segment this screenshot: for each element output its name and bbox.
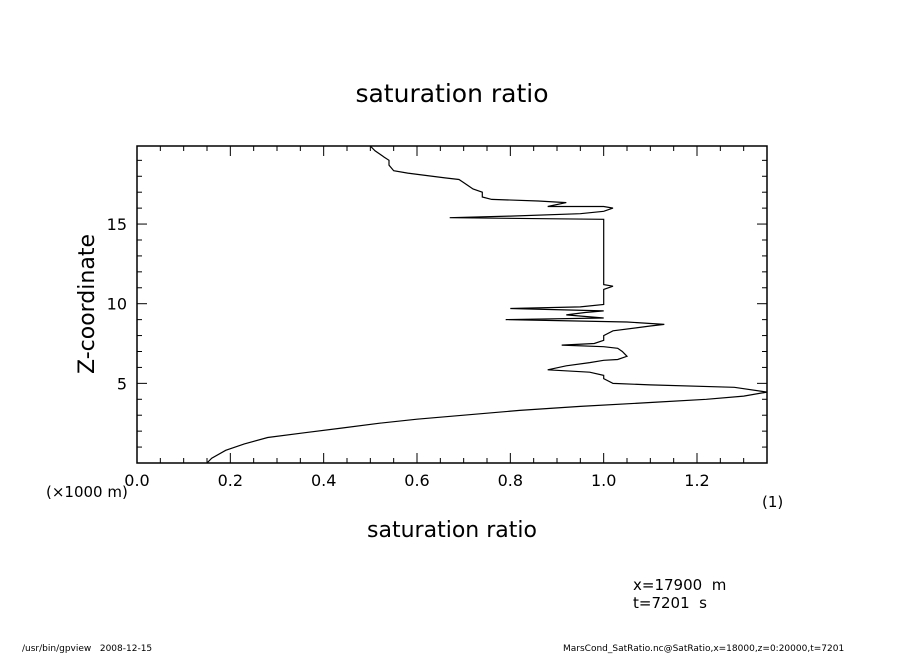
y-axis-unit: (×1000 m) bbox=[46, 483, 128, 501]
footer-source: MarsCond_SatRatio.nc@SatRatio,x=18000,z=… bbox=[563, 644, 844, 654]
x-tick-label: 1.2 bbox=[684, 471, 709, 490]
x-tick-label: 0.4 bbox=[311, 471, 336, 490]
chart-title: saturation ratio bbox=[355, 79, 548, 108]
position-annotation: x=17900 m bbox=[633, 576, 726, 594]
x-axis-label: saturation ratio bbox=[367, 518, 537, 543]
x-tick-label: 0.0 bbox=[124, 471, 149, 490]
series-line bbox=[206, 145, 768, 464]
x-axis-unit: (1) bbox=[762, 493, 783, 511]
x-tick-label: 0.2 bbox=[218, 471, 243, 490]
tick-labels: 0.0 0.2 0.4 0.6 0.8 1.0 1.2 5 10 15 bbox=[107, 215, 710, 490]
y-tick-label: 5 bbox=[117, 374, 127, 393]
x-tick-label: 0.8 bbox=[498, 471, 523, 490]
time-annotation: t=7201 s bbox=[633, 594, 707, 612]
x-tick-label: 0.6 bbox=[404, 471, 429, 490]
footer-command: /usr/bin/gpview 2008-12-15 bbox=[22, 644, 152, 654]
y-axis-label: Z-coordinate bbox=[75, 234, 100, 374]
plot-frame bbox=[136, 145, 768, 464]
axis-ticks bbox=[136, 146, 767, 463]
x-tick-label: 1.0 bbox=[591, 471, 616, 490]
y-tick-label: 15 bbox=[107, 215, 127, 234]
y-tick-label: 10 bbox=[107, 295, 127, 314]
